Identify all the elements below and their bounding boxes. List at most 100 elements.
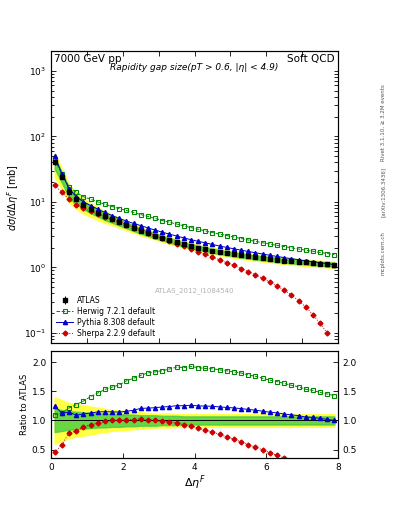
Y-axis label: $d\sigma/d\Delta\eta^F$ [mb]: $d\sigma/d\Delta\eta^F$ [mb] xyxy=(6,164,21,230)
Line: Pythia 8.308 default: Pythia 8.308 default xyxy=(53,154,336,267)
Herwig 7.2.1 default xyxy=(103,201,107,207)
Sherpa 2.2.9 default xyxy=(318,320,322,326)
Text: [arXiv:1306.3436]: [arXiv:1306.3436] xyxy=(381,167,386,217)
Pythia 8.308 default xyxy=(210,241,215,247)
Pythia 8.308 default xyxy=(110,212,114,219)
Pythia 8.308 default xyxy=(203,240,208,246)
Text: 7000 GeV pp: 7000 GeV pp xyxy=(54,54,121,64)
Sherpa 2.2.9 default xyxy=(275,283,279,289)
Herwig 7.2.1 default xyxy=(203,228,208,234)
Pythia 8.308 default xyxy=(131,220,136,226)
Sherpa 2.2.9 default xyxy=(268,279,272,285)
Sherpa 2.2.9 default xyxy=(52,182,57,188)
Pythia 8.308 default xyxy=(167,231,172,237)
Sherpa 2.2.9 default xyxy=(110,217,114,223)
Herwig 7.2.1 default xyxy=(318,249,322,255)
Sherpa 2.2.9 default xyxy=(59,189,64,196)
Herwig 7.2.1 default xyxy=(160,218,165,224)
Legend: ATLAS, Herwig 7.2.1 default, Pythia 8.308 default, Sherpa 2.2.9 default: ATLAS, Herwig 7.2.1 default, Pythia 8.30… xyxy=(55,294,157,339)
Pythia 8.308 default xyxy=(275,253,279,260)
Sherpa 2.2.9 default xyxy=(239,266,244,272)
Sherpa 2.2.9 default xyxy=(88,208,93,215)
Pythia 8.308 default xyxy=(138,223,143,229)
Sherpa 2.2.9 default xyxy=(203,251,208,258)
Herwig 7.2.1 default xyxy=(153,216,158,222)
Text: Soft QCD: Soft QCD xyxy=(288,54,335,64)
Pythia 8.308 default xyxy=(88,202,93,208)
Sherpa 2.2.9 default xyxy=(145,230,150,236)
Pythia 8.308 default xyxy=(81,199,86,205)
Herwig 7.2.1 default xyxy=(325,250,330,257)
Herwig 7.2.1 default xyxy=(231,234,236,240)
Herwig 7.2.1 default xyxy=(282,244,286,250)
Sherpa 2.2.9 default xyxy=(296,297,301,304)
Herwig 7.2.1 default xyxy=(81,194,86,200)
Herwig 7.2.1 default xyxy=(174,221,179,227)
Text: ATLAS_2012_I1084540: ATLAS_2012_I1084540 xyxy=(155,287,234,294)
Pythia 8.308 default xyxy=(239,247,244,253)
Sherpa 2.2.9 default xyxy=(95,211,100,217)
Pythia 8.308 default xyxy=(268,252,272,259)
Pythia 8.308 default xyxy=(217,243,222,249)
Pythia 8.308 default xyxy=(332,262,337,268)
Pythia 8.308 default xyxy=(289,255,294,262)
Sherpa 2.2.9 default xyxy=(325,330,330,336)
Pythia 8.308 default xyxy=(246,248,251,254)
Herwig 7.2.1 default xyxy=(253,238,258,244)
Line: Sherpa 2.2.9 default: Sherpa 2.2.9 default xyxy=(53,183,329,335)
Sherpa 2.2.9 default xyxy=(189,246,193,252)
Sherpa 2.2.9 default xyxy=(246,269,251,275)
Pythia 8.308 default xyxy=(325,261,330,267)
Pythia 8.308 default xyxy=(74,194,79,200)
Sherpa 2.2.9 default xyxy=(153,232,158,239)
Sherpa 2.2.9 default xyxy=(117,219,121,225)
Sherpa 2.2.9 default xyxy=(260,275,265,282)
Herwig 7.2.1 default xyxy=(246,237,251,243)
Herwig 7.2.1 default xyxy=(88,196,93,202)
Sherpa 2.2.9 default xyxy=(74,202,79,208)
Sherpa 2.2.9 default xyxy=(138,227,143,233)
Pythia 8.308 default xyxy=(182,235,186,241)
Pythia 8.308 default xyxy=(174,233,179,239)
Sherpa 2.2.9 default xyxy=(310,312,315,318)
Herwig 7.2.1 default xyxy=(95,199,100,205)
Herwig 7.2.1 default xyxy=(131,209,136,216)
Sherpa 2.2.9 default xyxy=(224,260,229,266)
Herwig 7.2.1 default xyxy=(239,236,244,242)
Herwig 7.2.1 default xyxy=(260,240,265,246)
Sherpa 2.2.9 default xyxy=(174,241,179,247)
Herwig 7.2.1 default xyxy=(74,189,79,196)
Pythia 8.308 default xyxy=(145,225,150,231)
Herwig 7.2.1 default xyxy=(117,205,121,211)
Pythia 8.308 default xyxy=(318,260,322,266)
Sherpa 2.2.9 default xyxy=(167,238,172,244)
Pythia 8.308 default xyxy=(260,251,265,257)
Pythia 8.308 default xyxy=(67,185,72,191)
Pythia 8.308 default xyxy=(103,209,107,216)
Sherpa 2.2.9 default xyxy=(67,196,72,202)
Sherpa 2.2.9 default xyxy=(210,254,215,260)
Herwig 7.2.1 default xyxy=(124,207,129,214)
Text: mcplots.cern.ch: mcplots.cern.ch xyxy=(381,231,386,275)
Sherpa 2.2.9 default xyxy=(103,214,107,220)
Herwig 7.2.1 default xyxy=(275,242,279,248)
Herwig 7.2.1 default xyxy=(332,251,337,258)
Pythia 8.308 default xyxy=(296,257,301,263)
Herwig 7.2.1 default xyxy=(268,241,272,247)
Pythia 8.308 default xyxy=(231,246,236,252)
Sherpa 2.2.9 default xyxy=(231,263,236,269)
Sherpa 2.2.9 default xyxy=(282,287,286,293)
Sherpa 2.2.9 default xyxy=(196,248,200,254)
Pythia 8.308 default xyxy=(153,227,158,233)
Pythia 8.308 default xyxy=(160,229,165,235)
Sherpa 2.2.9 default xyxy=(160,236,165,242)
Herwig 7.2.1 default xyxy=(210,229,215,236)
Pythia 8.308 default xyxy=(117,216,121,222)
Sherpa 2.2.9 default xyxy=(124,222,129,228)
Pythia 8.308 default xyxy=(224,244,229,250)
Herwig 7.2.1 default xyxy=(167,219,172,225)
Pythia 8.308 default xyxy=(124,218,129,224)
Pythia 8.308 default xyxy=(59,170,64,177)
Herwig 7.2.1 default xyxy=(289,245,294,251)
Pythia 8.308 default xyxy=(253,250,258,256)
